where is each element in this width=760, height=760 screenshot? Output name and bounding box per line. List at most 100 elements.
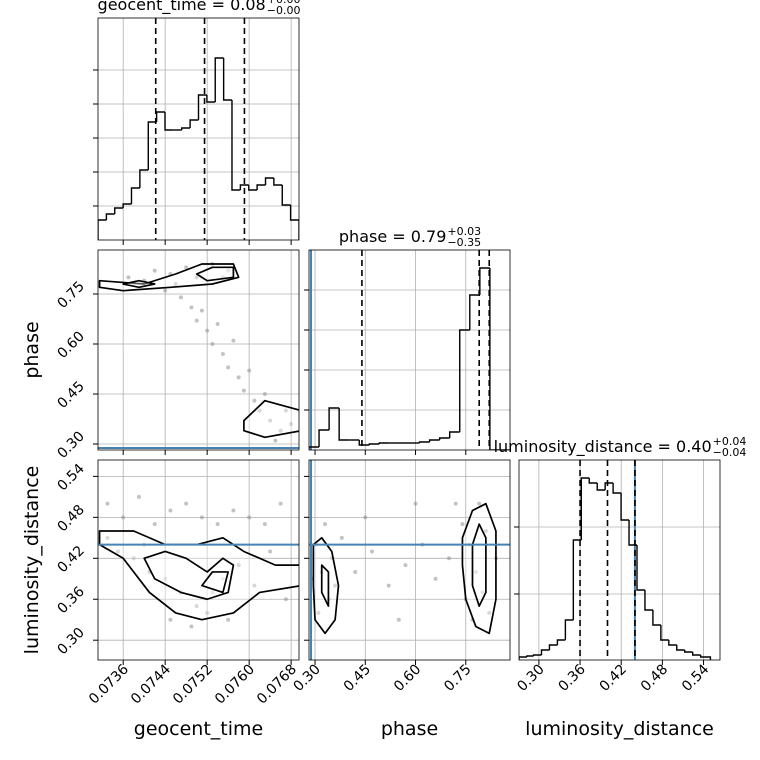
sample-point	[231, 508, 236, 513]
histogram-bin	[338, 408, 350, 441]
title-upper: +0.00	[267, 0, 301, 6]
panel: 0.30 0.36 0.42 0.48 0.54 luminosity_distance l…	[494, 435, 747, 740]
sample-point	[283, 597, 288, 602]
histogram-bin	[449, 431, 460, 438]
title-upper: +0.04	[713, 435, 747, 448]
histogram-bin	[668, 640, 677, 646]
sample-point	[220, 352, 225, 356]
y-tick-label: 0.30	[54, 428, 87, 461]
sample-point	[353, 569, 358, 574]
histogram-bin	[139, 169, 149, 188]
histogram-bin	[98, 219, 107, 240]
x-axis-label: luminosity_distance	[525, 718, 714, 740]
sample-point	[460, 522, 465, 527]
x-tick-label: 0.54	[679, 661, 712, 694]
contour	[320, 564, 330, 607]
sample-point	[369, 549, 374, 554]
histogram-bin	[358, 440, 370, 446]
x-tick-label: 0.0744	[128, 661, 174, 707]
sample-point	[168, 617, 173, 622]
sample-point	[268, 418, 273, 423]
x-axis-label: phase	[381, 718, 438, 740]
sample-point	[433, 576, 438, 581]
histogram-bin	[231, 100, 241, 191]
panel: 0.30 0.45 0.60 0.75 phase	[21, 249, 300, 462]
histogram-bin	[318, 429, 330, 447]
x-tick-label: 0.36	[556, 661, 589, 694]
panel: 0.30 0.45 0.60 0.75 phase	[291, 459, 511, 740]
panel: phase = 0.79 +0.03−0.35	[304, 225, 511, 455]
sample-point	[210, 342, 215, 346]
histogram-bin	[256, 184, 266, 190]
sample-point	[115, 549, 120, 554]
sample-point	[105, 535, 110, 540]
sample-point	[136, 494, 141, 499]
sample-point	[194, 604, 199, 609]
histogram-bin	[105, 213, 115, 220]
sample-point	[447, 556, 452, 561]
histogram-bin	[691, 652, 701, 656]
histogram-bin	[281, 185, 291, 206]
histogram-title: geocent_time = 0.08	[98, 0, 266, 15]
contour	[122, 279, 156, 289]
title-lower: −0.04	[713, 446, 747, 459]
sample-point	[257, 408, 262, 413]
sample-point	[473, 569, 478, 574]
panel-frame	[97, 249, 300, 451]
sample-point	[483, 528, 488, 533]
sample-point	[386, 583, 391, 588]
sample-point	[339, 535, 344, 540]
sample-point	[262, 392, 267, 396]
sample-point	[199, 308, 204, 313]
histogram-bin	[660, 625, 669, 641]
sample-point	[247, 515, 252, 520]
histogram-bin	[222, 58, 232, 101]
contour	[195, 266, 235, 282]
title-lower: −0.00	[267, 4, 301, 17]
sample-point	[487, 610, 492, 615]
title-lower: −0.35	[447, 236, 481, 249]
histogram-bin	[155, 111, 166, 122]
histogram-bin	[636, 545, 645, 591]
plot-area	[309, 460, 510, 660]
plot-area	[519, 460, 720, 660]
sample-point	[268, 549, 273, 554]
histogram-bin	[469, 294, 480, 330]
sample-point	[199, 515, 204, 520]
sample-point	[205, 610, 210, 615]
sample-point	[105, 501, 110, 506]
sample-point	[289, 422, 294, 426]
contour	[143, 550, 235, 601]
histogram-bin	[489, 268, 500, 450]
plot-area	[309, 250, 510, 450]
x-tick-label: 0.0752	[170, 662, 216, 708]
sample-point	[178, 295, 183, 300]
sample-point	[363, 515, 368, 520]
sample-point	[194, 318, 199, 323]
sample-point	[226, 268, 231, 273]
sample-point	[323, 522, 328, 527]
histogram-bin	[197, 94, 207, 120]
sample-point	[333, 583, 338, 588]
x-tick-label: 0.42	[597, 662, 630, 695]
x-tick-label: 0.45	[341, 662, 374, 695]
histogram-bin	[652, 610, 661, 626]
sample-point	[226, 365, 231, 370]
histogram-bin	[604, 482, 614, 490]
histogram-bin	[548, 644, 558, 650]
x-axis-label: geocent_time	[134, 718, 263, 740]
sample-point	[241, 388, 246, 393]
plot-area	[98, 460, 299, 660]
histogram-bin	[368, 443, 380, 445]
histogram-bin	[114, 207, 124, 214]
histogram-bin	[556, 639, 566, 645]
histogram-title: phase = 0.79	[339, 227, 446, 246]
sample-point	[283, 408, 288, 413]
sample-point	[131, 556, 136, 561]
histogram-bin	[164, 112, 174, 131]
y-tick-label: 0.54	[54, 461, 87, 494]
histogram-bin	[214, 57, 224, 102]
histogram-bin	[418, 441, 430, 443]
panel-frame	[97, 459, 300, 661]
